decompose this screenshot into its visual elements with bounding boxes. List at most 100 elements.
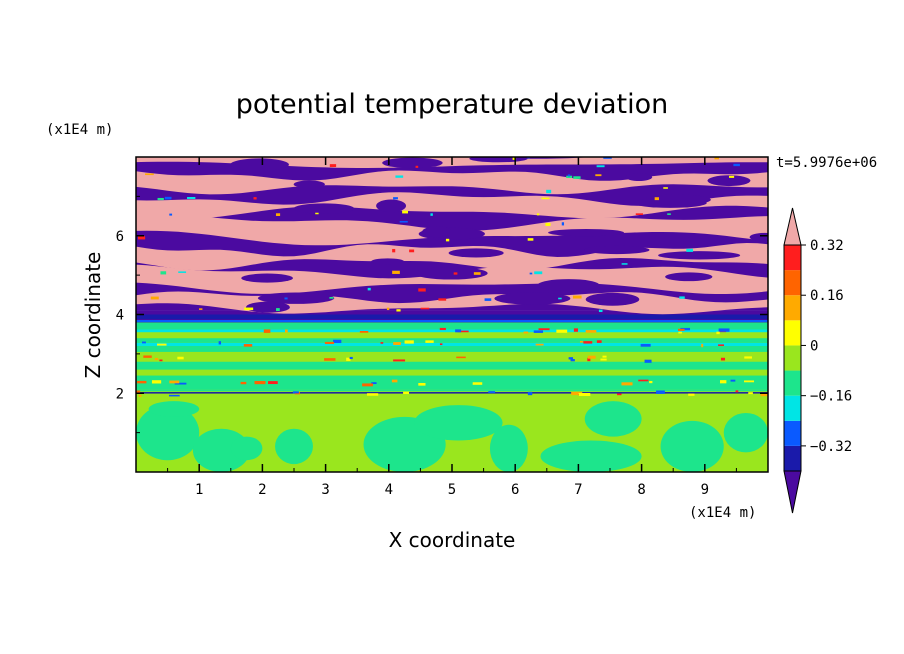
contour-speck: [324, 341, 335, 344]
contour-plot-area: [135, 154, 769, 473]
contour-speck: [744, 356, 752, 359]
contour-line: [136, 392, 768, 394]
contour-speck: [402, 210, 408, 214]
y-axis-unit: (x1E4 m): [46, 122, 113, 138]
contour-speck: [367, 287, 371, 291]
contour-speck: [154, 357, 159, 361]
contour-band: [136, 243, 768, 271]
contour-speck: [275, 213, 281, 217]
contour-patch: [293, 203, 355, 214]
contour-speck: [329, 164, 337, 168]
contour-speck: [558, 297, 562, 300]
contour-band: [136, 170, 768, 195]
contour-speck: [333, 339, 342, 344]
contour-speck: [587, 355, 596, 359]
y-axis-label: Z coordinate: [81, 252, 105, 379]
contour-speck: [585, 330, 597, 333]
contour-speck: [396, 309, 401, 312]
x-tick-label: 4: [385, 482, 393, 498]
contour-speck: [284, 329, 288, 333]
colorbar-label: −0.32: [810, 439, 852, 455]
contour-speck: [399, 220, 408, 223]
contour-speck: [591, 154, 599, 156]
contour-line: [136, 389, 768, 392]
colorbar-band: [784, 345, 801, 371]
chart-title: potential temperature deviation: [236, 89, 668, 120]
contour-speck: [243, 344, 253, 347]
contour-speck: [391, 379, 398, 383]
contour-speck: [174, 382, 187, 385]
contour-patch: [245, 301, 290, 313]
contour-speck: [455, 329, 462, 333]
colorbar-band: [784, 395, 801, 421]
contour-speck: [415, 165, 419, 168]
contour-speck: [561, 222, 565, 226]
contour-speck: [720, 357, 726, 361]
contour-speck: [595, 174, 602, 177]
contour-speck: [349, 356, 353, 360]
contour-speck: [573, 328, 579, 332]
colorbar-band: [784, 245, 801, 271]
contour-speck: [425, 340, 434, 343]
contour-patch: [136, 405, 200, 461]
time-label: t=5.9976e+06: [776, 155, 877, 171]
contour-speck: [418, 288, 426, 292]
contour-band: [136, 314, 768, 320]
contour-patch: [665, 272, 713, 282]
contour-speck: [187, 197, 196, 199]
contour-speck: [150, 296, 159, 300]
contour-patch: [660, 420, 724, 472]
contour-speck: [567, 174, 571, 177]
contour-speck: [534, 271, 543, 275]
contour-speck: [733, 163, 740, 167]
contour-speck: [546, 189, 552, 194]
contour-speck: [240, 381, 247, 385]
contour-speck: [403, 391, 410, 394]
contour-speck: [456, 356, 466, 359]
contour-speck: [617, 393, 622, 396]
contour-patch: [658, 251, 741, 260]
contour-speck: [268, 381, 278, 385]
contour-speck: [315, 212, 319, 215]
contour-speck: [145, 173, 154, 176]
contour-speck: [603, 157, 612, 159]
contour-patch: [257, 292, 335, 304]
contour-speck: [635, 213, 643, 216]
contour-speck: [457, 330, 469, 333]
contour-speck: [571, 391, 583, 396]
x-tick-label: 2: [258, 482, 266, 498]
colorbar-band: [784, 295, 801, 321]
contour-speck: [371, 382, 377, 385]
colorbar-extend-bottom: [783, 470, 802, 514]
contour-band: [136, 338, 768, 343]
contour-speck: [621, 263, 628, 265]
contour-speck: [393, 359, 406, 362]
contour-speck: [392, 248, 396, 253]
x-tick-label: 1: [195, 482, 203, 498]
x-axis-label: X coordinate: [389, 528, 516, 552]
colorbar-frame: [783, 244, 802, 472]
contour-speck: [512, 157, 517, 160]
colorbar-extend-top: [783, 207, 802, 246]
x-axis-unit: (x1E4 m): [689, 505, 756, 521]
contour-speck: [568, 357, 574, 360]
colorbar-band: [784, 270, 801, 296]
colorbar-band: [784, 370, 801, 396]
contour-speck: [160, 271, 167, 275]
contour-speck: [718, 344, 724, 346]
x-tick-label: 8: [637, 482, 645, 498]
contour-speck: [640, 343, 651, 347]
contour-patch: [422, 226, 452, 238]
x-tick-label: 9: [701, 482, 709, 498]
contour-speck: [533, 330, 544, 333]
contour-band: [136, 214, 768, 246]
contour-speck: [445, 238, 450, 242]
contour-patch: [584, 245, 650, 255]
contour-speck: [556, 329, 568, 333]
contour-speck: [527, 391, 533, 396]
x-tick-label: 7: [574, 482, 582, 498]
colorbar-label: 0: [810, 338, 818, 354]
contour-speck: [393, 197, 398, 200]
contour-speck: [393, 342, 401, 346]
contour-speck: [701, 343, 704, 348]
